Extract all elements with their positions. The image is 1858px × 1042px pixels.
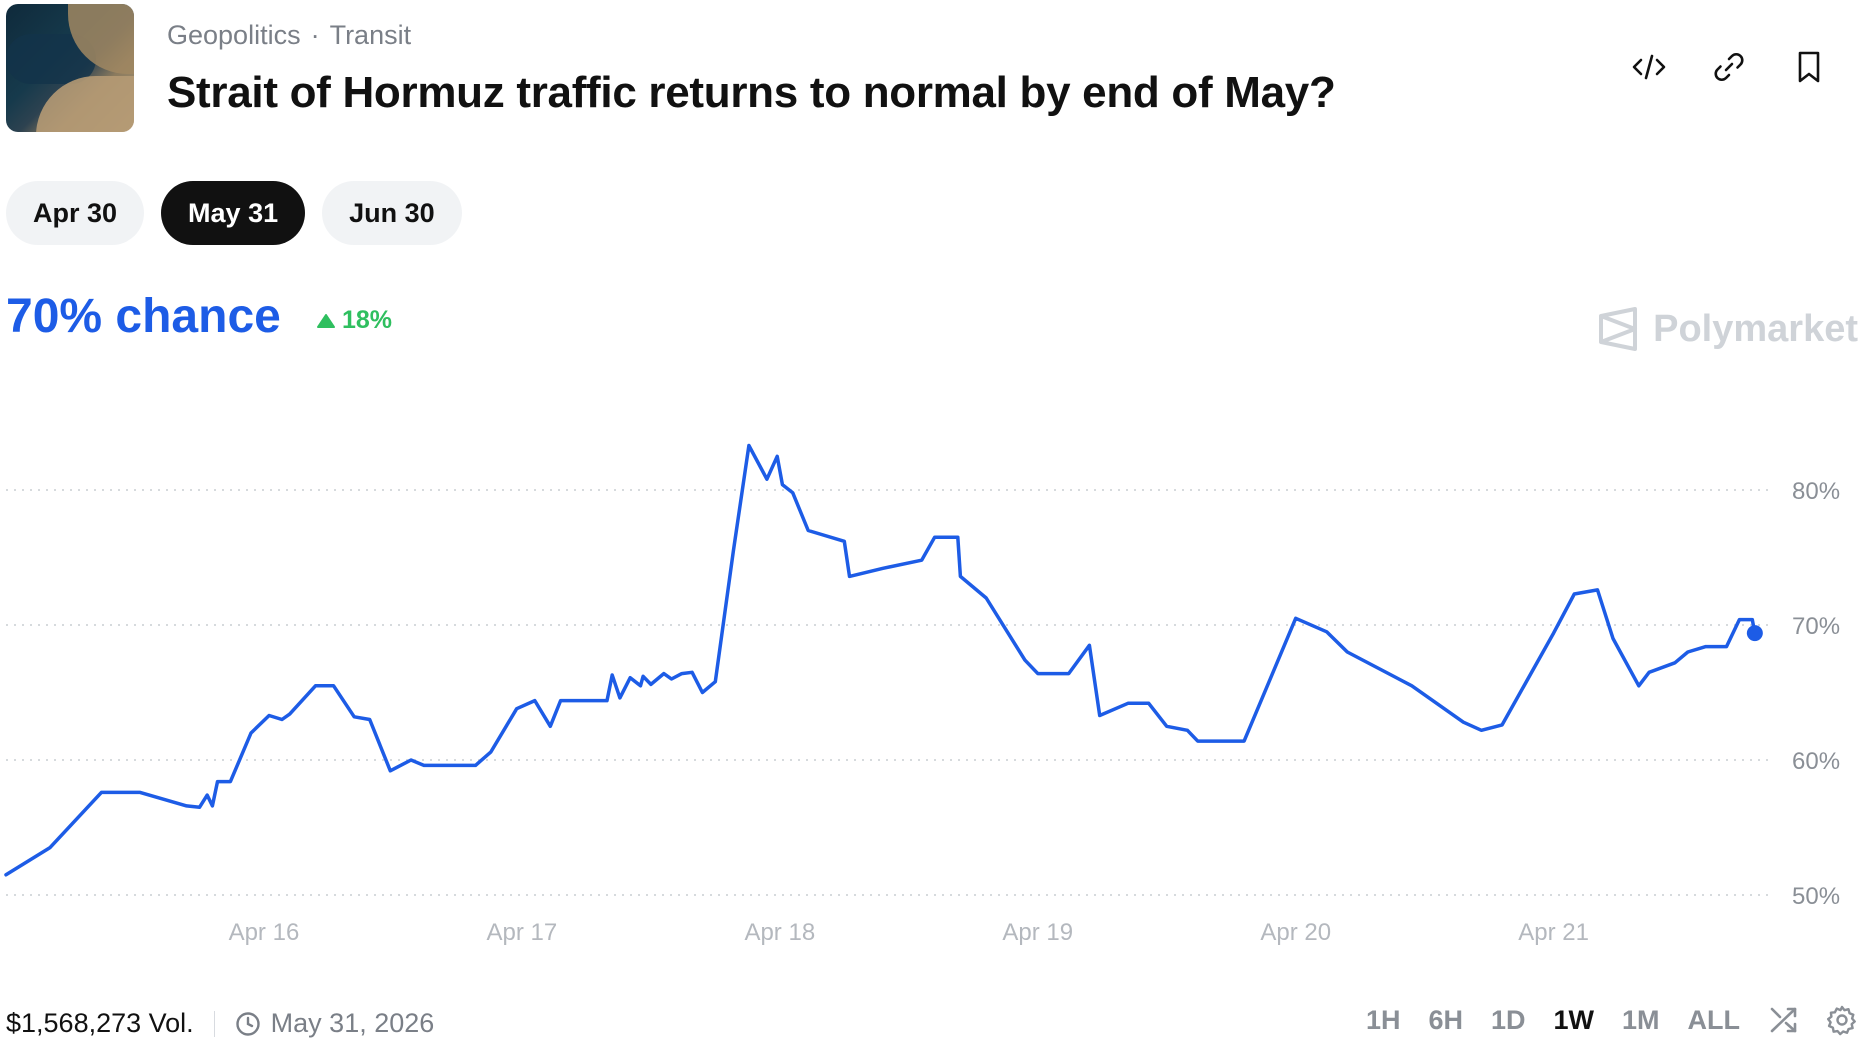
end-date: May 31, 2026 [235, 1008, 435, 1039]
triangle-up-icon [317, 313, 335, 328]
date-tabs: Apr 30 May 31 Jun 30 [6, 181, 462, 245]
y-tick-label: 50% [1792, 883, 1840, 910]
footer-divider [213, 1010, 215, 1037]
chart-grid [6, 489, 1770, 896]
range-all[interactable]: ALL [1687, 1004, 1740, 1035]
embed-button[interactable] [1630, 48, 1668, 86]
series-line [4, 443, 1757, 877]
volume-text: $1,568,273 Vol. [6, 1008, 194, 1038]
x-tick-label: Apr 20 [1260, 919, 1331, 946]
polymarket-watermark: Polymarket [1597, 306, 1858, 352]
shuffle-button[interactable] [1768, 1005, 1798, 1035]
market-thumbnail [6, 4, 134, 132]
clock-icon [235, 1011, 260, 1036]
range-1h[interactable]: 1H [1365, 1004, 1401, 1035]
x-tick-label: Apr 18 [744, 919, 815, 946]
breadcrumb-category[interactable]: Geopolitics [167, 20, 301, 50]
bookmark-icon [1798, 51, 1820, 83]
footer-left: $1,568,273 Vol. May 31, 2026 [6, 1008, 434, 1039]
x-tick-label: Apr 21 [1518, 919, 1589, 946]
end-date-text: May 31, 2026 [270, 1008, 435, 1038]
shuffle-icon [1770, 1007, 1797, 1033]
code-embed-icon [1632, 54, 1666, 80]
brand-name: Polymarket [1653, 307, 1858, 350]
range-1w[interactable]: 1W [1553, 1004, 1595, 1035]
bookmark-button[interactable] [1790, 48, 1828, 86]
chance-delta-value: 18% [342, 306, 393, 334]
date-tab-apr-30[interactable]: Apr 30 [6, 181, 145, 245]
settings-button[interactable] [1826, 1004, 1858, 1036]
x-tick-label: Apr 17 [487, 919, 558, 946]
gear-icon [1827, 1005, 1856, 1036]
x-tick-label: Apr 19 [1002, 919, 1073, 946]
y-tick-label: 70% [1792, 613, 1840, 640]
breadcrumb-subcategory[interactable]: Transit [329, 20, 412, 50]
last-point-marker [1746, 625, 1763, 642]
page-title: Strait of Hormuz traffic returns to norm… [167, 68, 1336, 117]
range-1d[interactable]: 1D [1490, 1004, 1526, 1035]
y-axis-ticks: 50% 60% 70% 80% [1792, 478, 1840, 910]
header-actions [1630, 48, 1828, 86]
price-chart[interactable]: 50%60%70%80% Apr 16 Apr 17 Apr 18 Apr 19 Apr… [0, 420, 1858, 960]
copy-link-button[interactable] [1710, 48, 1748, 86]
time-range-selector: 1H 6H 1D 1W 1M ALL [1366, 1004, 1858, 1036]
range-1m[interactable]: 1M [1622, 1004, 1660, 1035]
date-tab-may-31[interactable]: May 31 [161, 181, 306, 245]
chance-delta: 18% [316, 306, 392, 335]
polymarket-logo-icon [1599, 307, 1638, 351]
x-axis-ticks: Apr 16 Apr 17 Apr 18 Apr 19 Apr 20 Apr 21 [229, 919, 1589, 946]
date-tab-jun-30[interactable]: Jun 30 [322, 181, 462, 245]
x-tick-label: Apr 16 [229, 919, 300, 946]
chance-value: 70% chance [6, 290, 281, 343]
breadcrumb-separator: · [310, 20, 320, 50]
breadcrumb: Geopolitics · Transit [167, 20, 411, 51]
y-tick-label: 80% [1792, 478, 1840, 505]
y-tick-label: 60% [1792, 748, 1840, 775]
range-6h[interactable]: 6H [1428, 1004, 1463, 1035]
link-icon [1714, 53, 1744, 81]
